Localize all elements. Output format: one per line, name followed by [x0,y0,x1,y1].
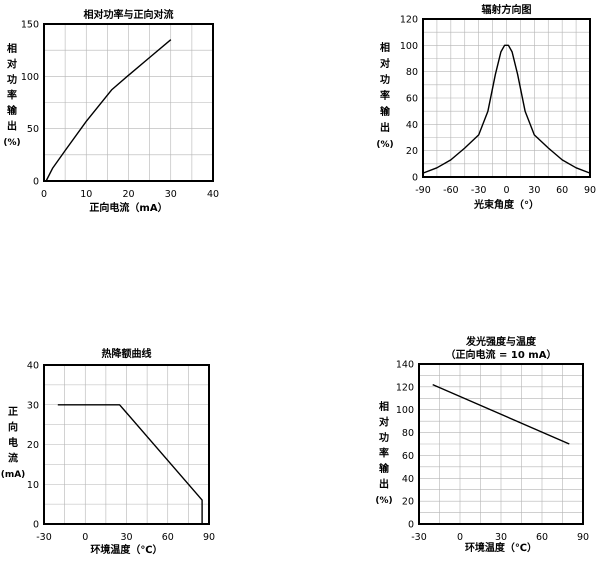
y-axis-label-char: 率 [380,89,390,102]
y-axis-label-char: 出 [7,120,17,133]
y-tick-label: 40 [27,361,39,372]
x-axis-label: 正向电流（mA） [89,201,167,214]
x-tick-label: 30 [528,185,540,196]
x-axis-label: 环境温度（℃） [465,541,537,554]
x-tick-label: 60 [162,532,174,543]
chart-title: 发光强度与温度 [465,335,537,348]
y-axis-label-char: 流 [8,452,18,465]
plot-frame [422,18,591,178]
y-axis-label-char: 出 [380,121,390,134]
x-tick-label: -30 [411,532,427,543]
y-axis-label-char: (mA) [1,470,26,480]
y-axis-label-char: (%) [375,496,392,506]
plot-frame [43,364,210,525]
x-tick-label: -90 [415,185,431,196]
y-axis-label-char: 对 [379,416,389,429]
y-axis-label: 正向电流 (mA) [1,406,26,480]
x-tick-label: 40 [207,189,219,200]
x-tick-label: 60 [536,532,548,543]
series-line [45,39,172,182]
y-axis-label: 相对功率输出 (%) [3,42,20,148]
y-tick-label: 60 [402,451,414,462]
y-tick-label: 40 [406,120,418,131]
x-axis-label: 环境温度（℃） [90,543,162,556]
y-tick-label: 0 [408,520,414,531]
y-axis-label-char: 功 [379,431,389,444]
x-tick-label: 0 [457,532,463,543]
y-tick-label: 150 [21,20,39,31]
y-tick-label: 0 [412,173,418,184]
y-axis-label-char: 相 [380,41,390,54]
x-tick-label: 30 [165,189,177,200]
y-tick-label: 120 [400,15,418,26]
y-tick-label: 0 [33,177,39,188]
x-tick-label: -30 [36,532,52,543]
y-axis-label-char: 输 [7,104,18,117]
y-tick-label: 0 [33,520,39,531]
y-axis-label-char: 输 [379,462,390,475]
y-tick-label: 100 [400,41,418,52]
x-tick-label: 90 [577,532,589,543]
y-axis-label: 相对功率输出 (%) [375,400,392,506]
y-tick-label: 100 [21,72,39,83]
plot-frame [43,23,214,182]
y-axis-label-char: 出 [379,478,389,491]
y-tick-label: 140 [396,360,414,371]
x-tick-label: 90 [203,532,215,543]
y-tick-label: 30 [27,400,39,411]
y-tick-label: 120 [396,382,414,393]
x-tick-label: -30 [471,185,487,196]
y-axis-label-char: 功 [380,73,390,86]
y-axis-label-char: 相 [379,400,389,413]
y-axis-label: 相对功率输出 (%) [376,41,393,150]
y-axis-label-char: 功 [7,73,17,86]
y-tick-label: 10 [27,480,39,491]
y-axis-label-char: 电 [8,436,18,449]
x-tick-label: 90 [584,185,596,196]
y-tick-label: 20 [406,146,418,157]
y-axis-label-char: 输 [380,105,391,118]
chart-subtitle: （正向电流 = 10 mA） [446,348,557,361]
y-axis-label-char: 正 [8,406,18,418]
x-axis-label: 光束角度（°） [473,198,539,211]
series-line [432,383,570,445]
x-tick-label: -60 [443,185,459,196]
chart-4: 发光强度与温度（正向电流 = 10 mA）-30 0 30 60 90020406080… [375,335,589,554]
chart-title: 辐射方向图 [482,3,532,16]
x-tick-label: 10 [80,189,92,200]
y-tick-label: 50 [27,124,39,135]
x-tick-label: 30 [120,532,132,543]
y-axis-label-char: 率 [379,447,389,460]
y-axis-label-char: 对 [7,58,17,71]
y-axis-label-char: (%) [3,138,20,148]
x-tick-label: 0 [41,189,47,200]
y-axis-label-char: 相 [7,42,17,55]
x-tick-label: 20 [122,189,134,200]
plot-frame [418,363,584,525]
y-axis-label-char: 对 [380,57,390,70]
y-tick-label: 80 [402,428,414,439]
y-tick-label: 20 [402,497,414,508]
x-tick-label: 0 [503,185,509,196]
y-tick-label: 80 [406,67,418,78]
chart-1: 相对功率与正向对流 0 10 20 30 40 0 50 100 150 正向电流（mA） 相对功率输… [3,8,219,214]
y-axis-label-char: 率 [7,89,17,102]
chart-2: 辐射方向图 -90 -60 -30 0 30 60 90 0 20 40 60 80 100 120 光束角度… [376,3,596,211]
series-line [422,44,591,174]
y-tick-label: 40 [402,474,414,485]
y-tick-label: 100 [396,405,414,416]
x-tick-label: 0 [82,532,88,543]
x-tick-label: 60 [556,185,568,196]
x-tick-label: 30 [495,532,507,543]
chart-title: 热降额曲线 [102,347,152,360]
y-tick-label: 60 [406,94,418,105]
y-axis-label-char: 向 [8,421,18,434]
y-axis-label-char: (%) [376,140,393,150]
series-line [57,404,203,524]
y-tick-label: 20 [27,440,39,451]
chart-title: 相对功率与正向对流 [84,8,174,21]
